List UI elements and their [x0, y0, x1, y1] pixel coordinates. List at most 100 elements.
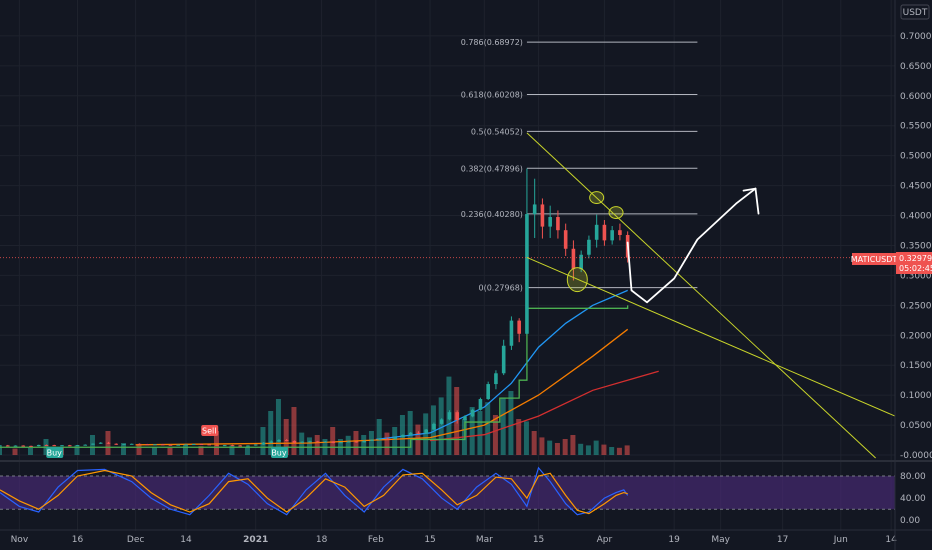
candle-body [618, 230, 622, 235]
candle-body [331, 441, 336, 443]
volume-bar [260, 427, 266, 455]
candle-body [29, 445, 33, 447]
candle-body [222, 445, 227, 447]
projection-arrowhead [742, 187, 760, 215]
volume-bar [570, 435, 576, 455]
candle-body [36, 444, 41, 447]
symbol-tag-text: MATICUSDT [851, 255, 898, 264]
volume-bar [539, 437, 545, 455]
volume-bar [585, 445, 591, 455]
candle-body [308, 441, 312, 443]
volume-bar [500, 397, 506, 455]
candle-body [207, 444, 212, 446]
fib-level-label: 0.618(0.60208) [461, 91, 523, 100]
volume-bar [609, 447, 615, 455]
candle-body [408, 432, 413, 435]
stoch-line-orange [0, 469, 628, 515]
candle-body [517, 320, 521, 334]
candle-body [416, 432, 421, 434]
x-tick-label: Feb [368, 535, 384, 545]
candle-body [563, 230, 568, 249]
drawings[interactable] [0, 132, 896, 459]
volume-bar [423, 413, 429, 455]
volume-bar [74, 445, 80, 455]
currency-label-text: USDT [903, 8, 928, 18]
volume-bar [330, 427, 336, 455]
candle-body [60, 445, 64, 447]
volume-bar [151, 447, 157, 455]
volume-bar [392, 427, 398, 455]
candle-body [556, 217, 560, 231]
candle-body [509, 320, 514, 346]
candle-body [153, 444, 157, 446]
candle-body [455, 412, 459, 420]
candle-body [160, 444, 165, 446]
volume-bar [516, 419, 522, 455]
candle-body [447, 412, 452, 420]
volume-bar [136, 445, 142, 455]
signal-sell-label: Sell [202, 427, 216, 436]
volume-bar [283, 419, 289, 455]
candle-body [587, 239, 591, 255]
y-tick-label: 0.70000 [900, 32, 932, 42]
candle-body [21, 445, 26, 447]
highlight-circle [566, 267, 588, 293]
volume-bar [616, 447, 622, 455]
volume-bar [120, 443, 126, 455]
volume-bar [508, 391, 514, 455]
signal-buy-label: Buy [47, 449, 63, 458]
candle-body [594, 224, 599, 240]
signal-buy-marker [270, 447, 288, 458]
volume-bar [314, 435, 320, 455]
candle-body [184, 444, 188, 446]
candle-body [246, 445, 250, 447]
x-tick-label: Mar [476, 535, 493, 545]
candle-body [393, 437, 397, 440]
x-tick-label: 16 [72, 535, 84, 545]
moving-average-orange [135, 328, 629, 446]
candle-body [525, 214, 529, 334]
candle-body [238, 445, 243, 447]
candle-body [486, 384, 490, 400]
moving-average-green-step [0, 305, 629, 448]
volume-bars [0, 376, 630, 455]
volume-bar [353, 431, 359, 455]
volume-bar [213, 431, 219, 455]
candle-body [354, 441, 359, 443]
volume-bar [89, 435, 95, 455]
grid [0, 0, 895, 531]
candle-body [199, 444, 204, 446]
volume-bar [299, 432, 305, 455]
candle-body [501, 345, 506, 374]
currency-label[interactable]: USDT [900, 4, 930, 20]
volume-bar [198, 446, 204, 455]
volume-bar [477, 411, 483, 455]
signal-sell-marker [201, 425, 219, 436]
candle-body [215, 444, 219, 446]
x-tick-label: 15 [533, 535, 544, 545]
candle-body [424, 429, 428, 434]
candle-body [432, 423, 436, 430]
volume-bar [167, 447, 173, 455]
candlesticks [0, 168, 630, 447]
moving-average-red [430, 370, 659, 442]
stoch-y-tick-label: 80.00 [900, 472, 926, 482]
fibonacci-retracement[interactable]: 0.786(0.68972) 0.618(0.60208) 0.5(0.54052)… [461, 38, 698, 293]
candle-body [478, 399, 483, 410]
x-tick-label: 19 [668, 535, 680, 545]
candle-body [176, 444, 181, 446]
projection-arrow [626, 187, 757, 304]
x-tick-label: Apr [597, 535, 613, 545]
candle-body [401, 434, 405, 438]
candle-body [315, 441, 320, 443]
candle-body [292, 440, 297, 443]
